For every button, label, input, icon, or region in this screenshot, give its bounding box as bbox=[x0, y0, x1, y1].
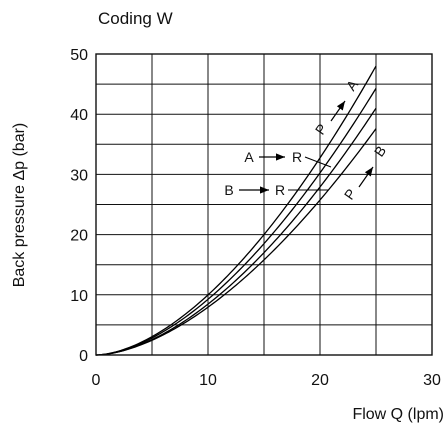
grid bbox=[96, 54, 432, 355]
y-tick-label: 40 bbox=[70, 107, 88, 124]
chart-title: Coding W bbox=[98, 9, 173, 28]
annotation-b-pb: B bbox=[371, 143, 389, 160]
annotation-p-pa: P bbox=[312, 121, 330, 138]
annotation-r-br: R bbox=[275, 182, 285, 198]
annotation-arrow-br-head bbox=[260, 186, 269, 194]
annotation-arrow-pa-head bbox=[336, 101, 345, 111]
curve-a-to-r bbox=[95, 87, 377, 356]
annotation-leader-ar bbox=[304, 156, 332, 168]
plot-frame bbox=[95, 53, 433, 356]
annotation-arrow-pb-head bbox=[364, 167, 373, 177]
y-tick-label: 50 bbox=[70, 47, 88, 64]
tick-labels: 0 10 20 30 0 10 20 30 40 50 bbox=[70, 47, 441, 389]
x-axis-label: Flow Q (lpm) bbox=[352, 406, 444, 423]
annotation-r-ar: R bbox=[292, 149, 302, 165]
y-tick-label: 30 bbox=[70, 167, 88, 184]
annotation-p-pb: P bbox=[341, 186, 359, 203]
curve-p-to-a bbox=[95, 65, 377, 356]
x-tick-label: 10 bbox=[199, 372, 217, 389]
x-tick-label: 20 bbox=[311, 372, 329, 389]
annotation-a-ar: A bbox=[244, 149, 254, 165]
y-tick-label: 0 bbox=[79, 348, 88, 365]
y-axis-label: Back pressure Δp (bar) bbox=[11, 123, 28, 288]
curve-annotations: PAA RB R PB bbox=[224, 76, 389, 202]
annotation-a-pa: A bbox=[343, 76, 362, 93]
x-tick-label: 30 bbox=[423, 372, 441, 389]
y-tick-label: 20 bbox=[70, 228, 88, 245]
y-tick-label: 10 bbox=[70, 288, 88, 305]
annotation-arrow-ar-head bbox=[276, 153, 285, 161]
curve-b-to-r bbox=[95, 128, 377, 356]
x-tick-label: 0 bbox=[92, 372, 101, 389]
curves bbox=[95, 65, 377, 356]
curve-p-to-b bbox=[95, 107, 377, 356]
annotation-b-br: B bbox=[224, 182, 233, 198]
